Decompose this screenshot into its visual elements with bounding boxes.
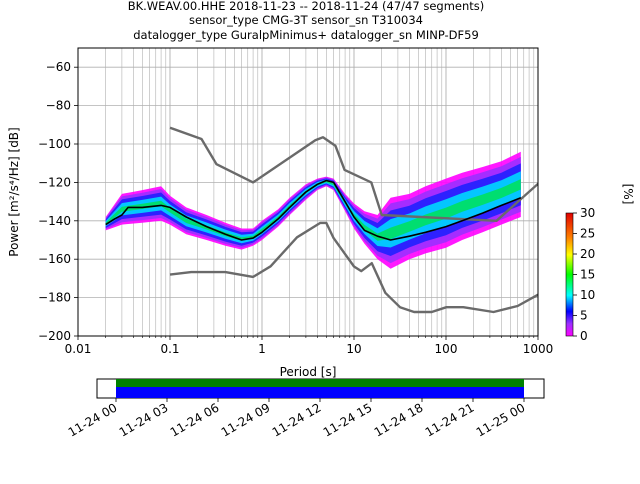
x-axis-label: Period [s] bbox=[280, 365, 337, 379]
colorbar-tick-label: 0 bbox=[580, 329, 588, 343]
y-tick-label: −60 bbox=[46, 60, 71, 74]
x-tick-label: 1 bbox=[258, 342, 266, 356]
cloud-band-4 bbox=[105, 179, 521, 241]
colorbar-tick-label: 20 bbox=[580, 247, 595, 261]
x-axis-ticks: 0.01 0.1 1 10 100 1000 bbox=[65, 336, 554, 356]
colorbar-tick-label: 5 bbox=[580, 309, 588, 323]
x-tick-label: 1000 bbox=[523, 342, 554, 356]
y-tick-label: −160 bbox=[38, 252, 71, 266]
colorbar bbox=[565, 212, 574, 337]
timeline-tick-label: 11-24 12 bbox=[270, 400, 324, 439]
colorbar-tick-label: 10 bbox=[580, 288, 595, 302]
colorbar-tick-label: 30 bbox=[580, 206, 595, 220]
timeline-tick-label: 11-25 00 bbox=[474, 400, 528, 439]
y-tick-label: −80 bbox=[46, 99, 71, 113]
x-tick-label: 100 bbox=[435, 342, 458, 356]
mean-psd bbox=[105, 179, 522, 241]
noise-model-high-line bbox=[169, 126, 538, 222]
colorbar-label: [%] bbox=[621, 184, 635, 205]
colorbar-tick-label: 25 bbox=[580, 227, 595, 241]
timeline-tick-label: 11-24 15 bbox=[321, 400, 375, 439]
noise-model-low-line bbox=[169, 221, 538, 314]
x-tick-label: 0.01 bbox=[65, 342, 92, 356]
y-tick-label: −200 bbox=[38, 329, 71, 343]
title-line-2: sensor_type CMG-3T sensor_sn T310034 bbox=[189, 13, 423, 27]
mean-psd-line bbox=[105, 179, 522, 241]
y-tick-label: −100 bbox=[38, 137, 71, 151]
timeline-blue-band bbox=[116, 387, 524, 398]
colorbar-tick-label: 15 bbox=[580, 268, 595, 282]
timeline-tick-label: 11-24 00 bbox=[66, 400, 120, 439]
title-line-1: BK.WEAV.00.HHE 2018-11-23 -- 2018-11-24 … bbox=[128, 0, 485, 13]
x-tick-label: 0.1 bbox=[160, 342, 179, 356]
y-tick-label: −180 bbox=[38, 291, 71, 305]
timeline-tick-label: 11-24 03 bbox=[117, 400, 171, 439]
title-line-3: datalogger_type GuralpMinimus+ datalogge… bbox=[133, 28, 479, 42]
y-tick-label: −140 bbox=[38, 214, 71, 228]
y-axis-label: Power [m²/s⁴/Hz] [dB] bbox=[7, 127, 21, 256]
y-tick-label: −120 bbox=[38, 175, 71, 189]
x-tick-label: 10 bbox=[346, 342, 361, 356]
y-axis-ticks: −60 −80 −100 −120 −140 −160 −180 −200 bbox=[38, 60, 78, 343]
timeline-tick-label: 11-24 21 bbox=[423, 400, 477, 439]
timeline-tick-label: 11-24 06 bbox=[168, 400, 222, 439]
plot-frame bbox=[77, 47, 539, 337]
timeline-tick-label: 11-24 18 bbox=[372, 400, 426, 439]
colorbar-ticks: 0 5 10 15 20 25 30 bbox=[573, 206, 595, 343]
timeline-tick-label: 11-24 09 bbox=[219, 400, 273, 439]
noise-models bbox=[169, 126, 538, 314]
timeline-green-band bbox=[116, 379, 524, 387]
